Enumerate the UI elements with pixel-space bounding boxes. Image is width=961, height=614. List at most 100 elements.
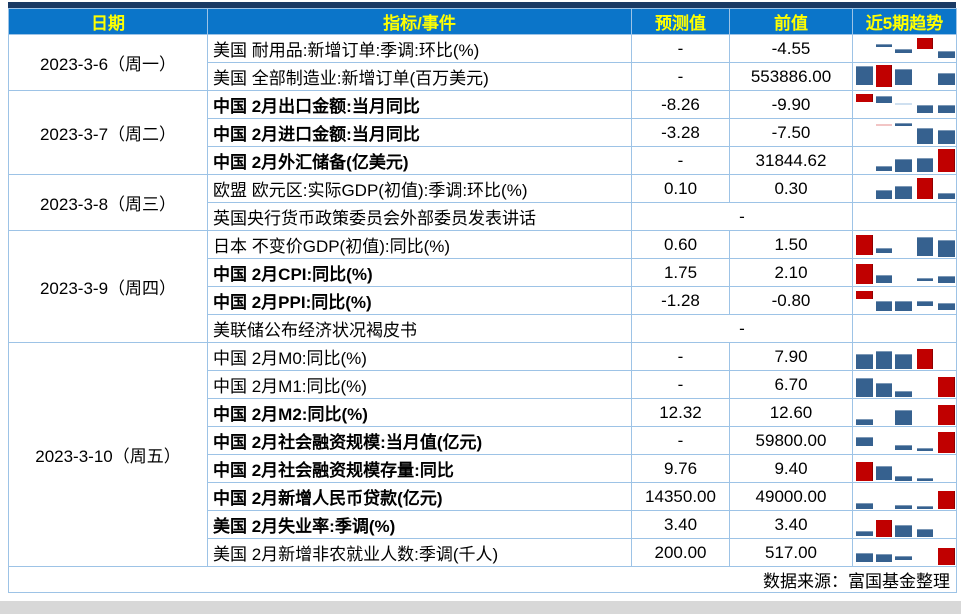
indicator-cell: 美国 耐用品:新增订单:季调:环比(%) <box>207 34 632 63</box>
trend-cell <box>852 90 957 119</box>
indicator-cell: 英国央行货币政策委员会外部委员发表讲话 <box>207 202 632 231</box>
trend-bar-blue <box>856 353 873 370</box>
previous-cell: 517.00 <box>729 538 853 567</box>
indicator-cell: 中国 2月M2:同比(%) <box>207 398 632 427</box>
trend-cell <box>852 146 957 175</box>
trend-bar-red <box>938 548 955 566</box>
trend-bar-blue <box>916 506 934 509</box>
trend-bar-blue <box>875 166 893 171</box>
trend-bar-blue <box>938 192 955 199</box>
indicator-cell: 中国 2月新增人民币贷款(亿元) <box>207 482 632 511</box>
trend-bar-blue <box>916 157 934 172</box>
trend-sparkline <box>854 176 956 202</box>
merged-value-cell: - <box>631 202 853 231</box>
indicator-cell: 欧盟 欧元区:实际GDP(初值):季调:环比(%) <box>207 174 632 203</box>
trend-sparkline <box>854 484 956 510</box>
forecast-cell: - <box>631 426 730 455</box>
trend-bar-red <box>916 348 934 370</box>
trend-cell <box>852 398 957 427</box>
trend-bar-blue <box>875 382 893 397</box>
source-row: 数据来源：富国基金整理 <box>8 566 957 593</box>
table-row: 美国 全部制造业:新增订单(百万美元) -553886.00 <box>9 62 957 91</box>
previous-cell: 49000.00 <box>729 482 853 511</box>
trend-bar-blue <box>895 49 912 53</box>
trend-bar-blue <box>895 353 912 370</box>
forecast-cell: - <box>631 34 730 63</box>
trend-bar-faintred <box>875 124 893 126</box>
merged-value-cell: - <box>631 314 853 343</box>
trend-bar-blue <box>895 556 912 561</box>
trend-bar-blue <box>895 123 912 126</box>
table-row: 中国 2月社会融资规模:当月值(亿元) -59800.00 <box>9 426 957 455</box>
page-bottom-strip <box>0 601 961 614</box>
trend-cell <box>852 482 957 511</box>
previous-cell: 1.50 <box>729 230 853 259</box>
table-row: 2023-3-6（周一） 美国 耐用品:新增订单:季调:环比(%) - -4.55 <box>8 34 957 91</box>
previous-cell: 6.70 <box>729 370 853 399</box>
trend-bar-red <box>938 404 955 426</box>
trend-bar-red <box>875 64 893 87</box>
table-header-row: 日期 指标/事件 预测值 前值 近5期趋势 <box>8 8 957 35</box>
previous-cell: 3.40 <box>729 510 853 539</box>
indicator-cell: 日本 不变价GDP(初值):同比(%) <box>207 230 632 259</box>
previous-cell: 59800.00 <box>729 426 853 455</box>
forecast-cell: - <box>631 342 730 371</box>
indicator-cell: 中国 2月M1:同比(%) <box>207 370 632 399</box>
trend-cell <box>852 342 957 371</box>
trend-sparkline <box>854 316 956 342</box>
forecast-cell: 0.60 <box>631 230 730 259</box>
trend-bar-blue <box>895 445 912 451</box>
trend-bar-faintblue <box>895 103 912 105</box>
trend-bar-red <box>938 490 955 509</box>
date-cell: 2023-3-6（周一） <box>8 34 208 91</box>
forecast-cell: 200.00 <box>631 538 730 567</box>
trend-bar-blue <box>875 301 893 311</box>
trend-bar-blue <box>895 504 912 509</box>
previous-cell: 0.30 <box>729 174 853 203</box>
trend-bar-blue <box>895 391 912 397</box>
previous-cell: -7.50 <box>729 118 853 147</box>
table-row: 2023-3-10（周五） 中国 2月M0:同比(%) -7.90 <box>8 342 957 567</box>
trend-bar-blue <box>875 466 893 481</box>
trend-bar-blue <box>856 378 873 397</box>
trend-sparkline <box>854 512 956 538</box>
table-row: 中国 2月M1:同比(%) -6.70 <box>9 370 957 399</box>
table-top-accent-bar <box>8 2 956 8</box>
trend-cell <box>852 538 957 567</box>
table-row: 美联储公布经济状况褐皮书 - <box>9 314 957 343</box>
trend-cell <box>852 174 957 203</box>
trend-cell <box>852 286 957 315</box>
trend-bar-red <box>875 519 893 538</box>
trend-sparkline <box>854 64 956 90</box>
trend-bar-blue <box>916 278 934 282</box>
trend-bar-blue <box>856 66 873 86</box>
header-previous: 前值 <box>729 8 853 35</box>
previous-cell: 2.10 <box>729 258 853 287</box>
trend-sparkline <box>854 204 956 230</box>
indicator-cell: 中国 2月CPI:同比(%) <box>207 258 632 287</box>
trend-bar-red <box>856 290 873 300</box>
trend-cell <box>852 34 957 63</box>
previous-cell: 31844.62 <box>729 146 853 175</box>
trend-bar-blue <box>875 189 893 199</box>
trend-bar-red <box>938 432 955 453</box>
previous-cell: -9.90 <box>729 90 853 119</box>
indicator-cell: 中国 2月社会融资规模:当月值(亿元) <box>207 426 632 455</box>
previous-cell: 12.60 <box>729 398 853 427</box>
trend-bar-blue <box>916 477 934 482</box>
trend-bar-blue <box>895 475 912 481</box>
table-row: 2023-3-7（周二） 中国 2月出口金额:当月同比 -8.26 -9.90 <box>8 90 957 175</box>
trend-cell <box>852 454 957 483</box>
trend-cell <box>852 314 957 343</box>
trend-cell <box>852 258 957 287</box>
table-row: 中国 2月PPI:同比(%) -1.28 -0.80 <box>9 286 957 315</box>
trend-bar-blue <box>938 72 955 86</box>
table-row: 美国 2月失业率:季调(%) 3.40 3.40 <box>9 510 957 539</box>
trend-bar-red <box>938 377 955 397</box>
trend-sparkline <box>854 428 956 454</box>
trend-bar-red <box>916 178 934 199</box>
trend-sparkline <box>854 372 956 398</box>
header-date: 日期 <box>8 8 208 35</box>
trend-sparkline <box>854 92 956 118</box>
trend-bar-red <box>938 149 955 173</box>
